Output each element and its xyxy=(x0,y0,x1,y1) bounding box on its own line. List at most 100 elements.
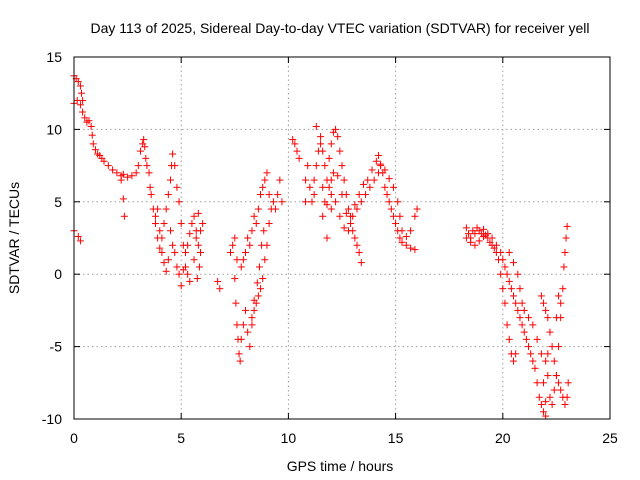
data-point xyxy=(533,335,541,343)
data-point xyxy=(164,191,172,199)
data-point xyxy=(555,343,563,351)
x-tick-label: 5 xyxy=(177,430,185,446)
data-point xyxy=(372,157,380,165)
data-point xyxy=(413,205,421,213)
data-point xyxy=(351,201,359,209)
data-point xyxy=(173,263,181,271)
data-point xyxy=(100,157,108,165)
data-point xyxy=(239,321,247,329)
data-point xyxy=(258,241,266,249)
data-point xyxy=(544,372,552,380)
data-point xyxy=(544,314,552,322)
data-point xyxy=(398,227,406,235)
data-point xyxy=(561,401,569,409)
data-point xyxy=(242,248,250,256)
data-point xyxy=(319,183,327,191)
data-point xyxy=(559,285,567,293)
data-point xyxy=(76,82,84,90)
data-point xyxy=(542,357,550,365)
data-point xyxy=(503,270,511,278)
data-point xyxy=(557,386,565,394)
data-point xyxy=(179,266,187,274)
data-point xyxy=(195,263,203,271)
data-point xyxy=(173,183,181,191)
data-point xyxy=(317,140,325,148)
data-point xyxy=(518,321,526,329)
data-point xyxy=(274,191,282,199)
data-point xyxy=(235,350,243,358)
data-point xyxy=(520,306,528,314)
data-point xyxy=(510,357,518,365)
data-point xyxy=(89,140,97,148)
data-point xyxy=(550,357,558,365)
data-point xyxy=(385,198,393,206)
data-point xyxy=(250,296,258,304)
data-point xyxy=(471,241,479,249)
data-point xyxy=(347,212,355,220)
data-point xyxy=(186,277,194,285)
data-point xyxy=(510,259,518,267)
data-point xyxy=(540,379,548,387)
data-point xyxy=(146,183,154,191)
data-point xyxy=(499,256,507,264)
data-point xyxy=(396,234,404,242)
data-point xyxy=(329,169,337,177)
data-point xyxy=(563,393,571,401)
data-point xyxy=(548,343,556,351)
data-point xyxy=(317,133,325,141)
data-point xyxy=(357,259,365,267)
data-point xyxy=(542,412,550,420)
data-point xyxy=(250,212,258,220)
data-point xyxy=(480,233,488,241)
data-point xyxy=(353,205,361,213)
x-axis-label: GPS time / hours xyxy=(287,458,394,474)
data-point xyxy=(325,183,333,191)
data-point xyxy=(385,175,393,183)
data-point xyxy=(142,154,150,162)
data-point xyxy=(109,166,117,174)
data-point xyxy=(347,220,355,228)
data-point xyxy=(501,299,509,307)
data-point xyxy=(492,241,500,249)
data-point xyxy=(169,150,177,158)
data-point xyxy=(525,343,533,351)
data-point xyxy=(344,227,352,235)
data-point xyxy=(514,306,522,314)
data-point xyxy=(257,285,265,293)
data-point xyxy=(244,328,252,336)
data-point xyxy=(162,267,170,275)
data-point xyxy=(302,198,310,206)
data-point xyxy=(190,256,198,264)
data-point xyxy=(334,172,342,180)
data-point xyxy=(289,136,297,144)
data-point xyxy=(516,314,524,322)
data-point xyxy=(237,335,245,343)
data-point xyxy=(512,350,520,358)
data-point xyxy=(175,198,183,206)
data-point xyxy=(236,357,244,365)
data-point xyxy=(402,233,410,241)
data-point xyxy=(214,277,222,285)
data-point xyxy=(514,270,522,278)
data-point xyxy=(525,314,533,322)
data-point xyxy=(540,408,548,416)
data-point xyxy=(560,263,568,271)
axes: 0 5 10 15 20 25 -10 -5 0 5 10 15 xyxy=(42,49,618,446)
data-point xyxy=(518,299,526,307)
data-point xyxy=(312,123,320,131)
data-point xyxy=(265,191,273,199)
data-point xyxy=(233,321,241,329)
data-point xyxy=(74,78,82,86)
data-point xyxy=(141,143,149,151)
data-point xyxy=(248,314,256,322)
y-tick-label: 0 xyxy=(54,266,62,282)
data-point xyxy=(464,230,472,238)
data-point xyxy=(484,230,492,238)
data-point xyxy=(344,205,352,213)
data-point xyxy=(237,263,245,271)
data-point xyxy=(151,212,159,220)
data-point xyxy=(537,350,545,358)
data-point xyxy=(332,125,340,133)
data-point xyxy=(407,244,415,252)
data-point xyxy=(291,140,299,148)
